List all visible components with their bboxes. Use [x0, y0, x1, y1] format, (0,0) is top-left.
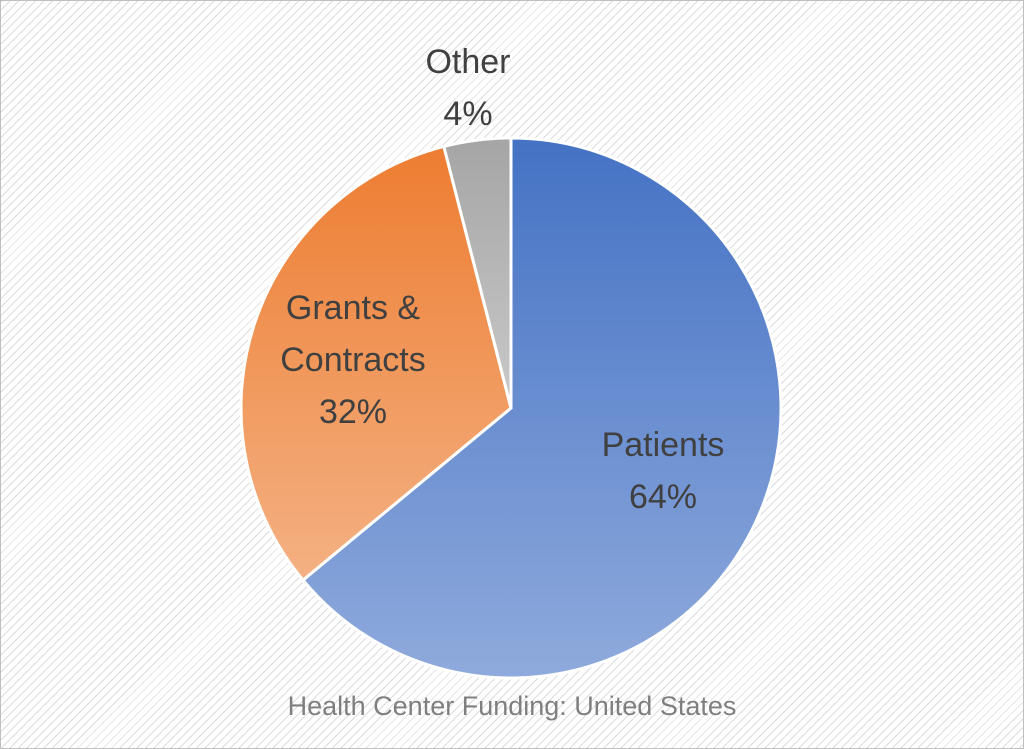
data-label-line: 64% — [629, 478, 697, 516]
data-label-patients: Patients 64% — [602, 426, 725, 516]
pie-slice-other — [442, 136, 513, 409]
data-label-line: 32% — [319, 393, 387, 431]
data-label-line: Contracts — [280, 341, 426, 379]
data-label-line: Grants & — [286, 289, 420, 327]
data-label-line: 4% — [443, 95, 492, 133]
data-label-line: Other — [425, 43, 510, 81]
chart-title: Health Center Funding: United States — [287, 691, 737, 721]
pie-slice-grants-contracts — [239, 144, 513, 583]
pie-slices — [239, 136, 783, 680]
pie-labels: Patients 64% Grants & Contracts 32% Other 4% — [280, 43, 724, 516]
data-label-line: Patients — [602, 426, 725, 464]
data-label-other: Other 4% — [425, 43, 510, 133]
pie-slice-patients — [300, 136, 783, 680]
data-label-grants-contracts: Grants & Contracts 32% — [280, 289, 426, 431]
